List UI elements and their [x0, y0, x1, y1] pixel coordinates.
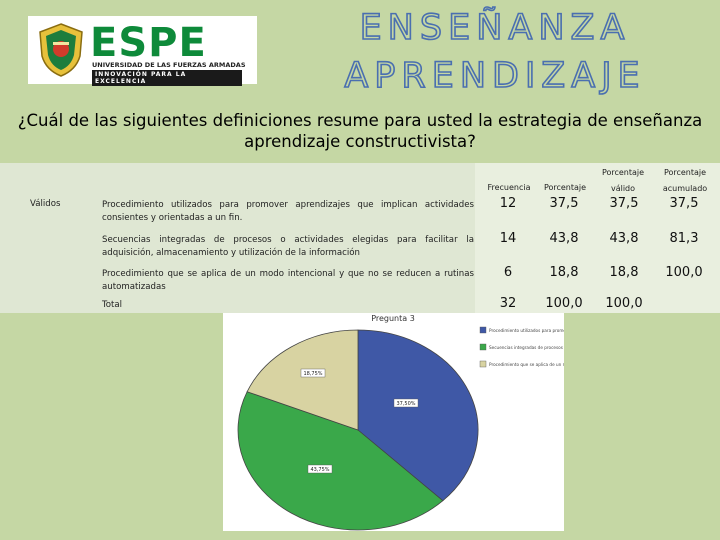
- slice-label-3: 18,75%: [303, 371, 322, 377]
- slice-label-box-2: [307, 464, 333, 474]
- row3-porcentaje: 18,8: [549, 265, 579, 280]
- row1-acumulado: 37,5: [669, 196, 699, 211]
- row2-valido: 43,8: [609, 231, 639, 246]
- header-valido-line1: Porcentaje: [601, 168, 645, 177]
- table-row-label-2: Secuencias integradas de procesos o acti…: [102, 235, 474, 258]
- espe-logo: ESPE UNIVERSIDAD DE LAS FUERZAS ARMADAS …: [28, 16, 257, 86]
- row3-valido: 18,8: [609, 265, 639, 280]
- legend-swatch-2: [479, 343, 487, 351]
- header-acumulado-line2: acumulado: [662, 184, 708, 193]
- pie-chart-panel: Pregunta 3 37,50% 43,75% 18,75% Procedimient…: [223, 313, 587, 531]
- table-row-label-total: Total: [102, 300, 123, 310]
- row2-acumulado: 81,3: [669, 231, 699, 246]
- table-numeric-area: [475, 163, 720, 313]
- header-valido-line2: válido: [610, 184, 636, 193]
- legend-label-1: Procedimiento utilizados para promover a…: [489, 328, 564, 333]
- frequency-table: [0, 163, 720, 313]
- row1-porcentaje: 37,5: [549, 196, 579, 211]
- pie-slice-3: [246, 329, 359, 431]
- slice-label-1: 37,50%: [396, 401, 415, 407]
- total-valido: 100,0: [605, 296, 643, 311]
- legend-swatch-1: [479, 326, 487, 334]
- title-line-2: APRENDIZAJE: [344, 55, 646, 97]
- header-porcentaje: Porcentaje: [543, 183, 587, 192]
- legend-swatch-3: [479, 360, 487, 368]
- row2-porcentaje: 43,8: [549, 231, 579, 246]
- logo-motto: INNOVACIÓN PARA LA EXCELENCIA: [92, 70, 242, 86]
- logo-wordmark: ESPE: [90, 20, 207, 66]
- table-row-label-3: Procedimiento que se aplica de un modo i…: [102, 269, 474, 292]
- title-line-1: ENSEÑANZA: [359, 7, 631, 49]
- slice-label-2: 43,75%: [310, 467, 329, 473]
- logo-university-name: UNIVERSIDAD DE LAS FUERZAS ARMADAS: [92, 61, 246, 69]
- pie-slice-2: [237, 391, 444, 531]
- question-text: ¿Cuál de las siguientes definiciones res…: [17, 111, 703, 151]
- row1-frecuencia: 12: [499, 196, 517, 211]
- pie-slice-1: [357, 329, 479, 502]
- slice-label-box-1: [393, 398, 419, 408]
- pie-chart: Pregunta 3 37,50% 43,75% 18,75% Procedimient…: [237, 314, 587, 531]
- chart-title: Pregunta 3: [371, 314, 415, 323]
- legend-label-2: Secuencias integradas de procesos o acti…: [489, 345, 564, 350]
- university-crest-icon: [39, 23, 83, 77]
- row2-frecuencia: 14: [499, 231, 517, 246]
- header-acumulado-line1: Porcentaje: [663, 168, 707, 177]
- slice-label-box-3: [300, 368, 326, 378]
- row1-valido: 37,5: [609, 196, 639, 211]
- total-porcentaje: 100,0: [545, 296, 583, 311]
- table-row-label-1: Procedimiento utilizados para promover a…: [102, 200, 474, 223]
- header-frecuencia: Frecuencia: [487, 183, 531, 192]
- validos-label: Válidos: [30, 199, 61, 209]
- row3-frecuencia: 6: [503, 265, 513, 280]
- legend-label-3: Procedimiento que se aplica de un modo i…: [489, 362, 564, 367]
- total-frecuencia: 32: [499, 296, 517, 311]
- row3-acumulado: 100,0: [665, 265, 703, 280]
